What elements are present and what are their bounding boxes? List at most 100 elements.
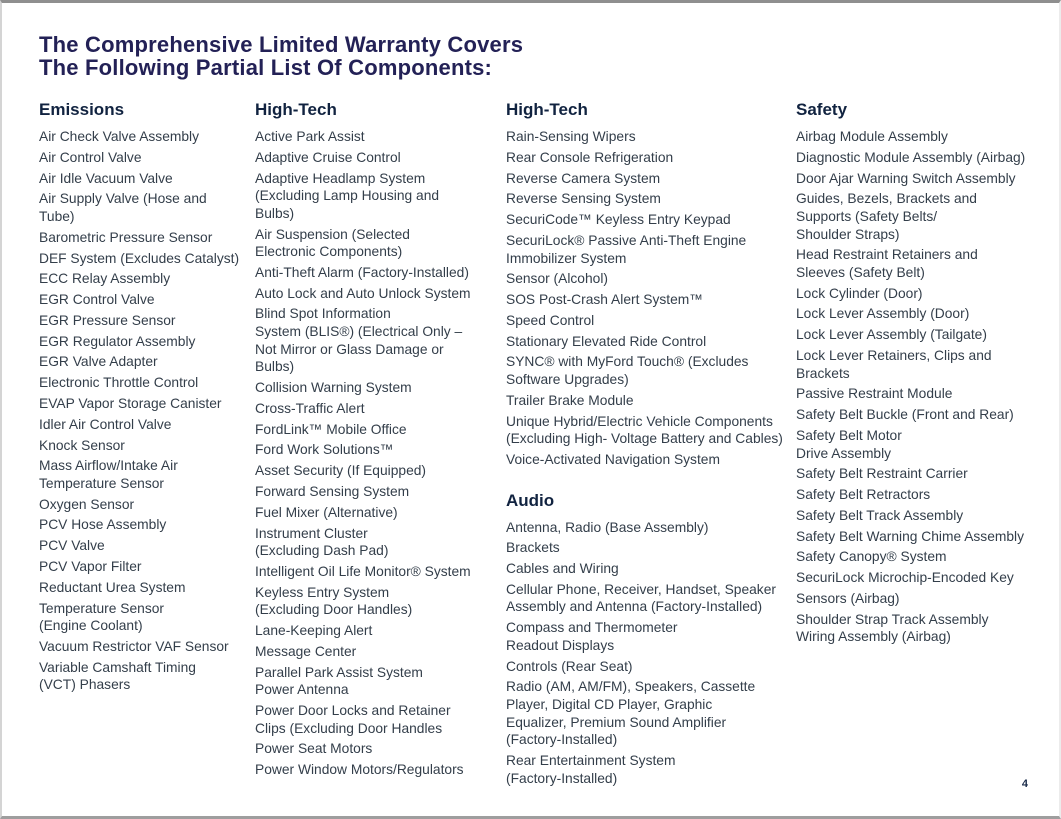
list-item: Air Control Valve [39,149,242,167]
list-item-line: Supports (Safety Belts/ [796,208,938,224]
list-item: SecuriLock Microchip-Encoded Key [796,569,1046,587]
list-item-line: Power Door Locks and Retainer [255,702,451,718]
list-item-line: Lock Lever Retainers, Clips and [796,348,992,364]
list-item-line: Cables and Wiring [506,561,619,577]
list-item: SYNC® with MyFord Touch® (Excludes Softwa… [506,353,792,388]
list-item-line: Clips (Excluding Door Handles [255,720,443,736]
section-heading: High-Tech [506,100,588,119]
list-item-line: Air Check Valve Assembly [39,129,199,144]
component-list: Air Check Valve Assembly Air Control Valv… [39,128,242,694]
list-item: Speed Control [506,312,792,330]
list-item-line: SOS Post-Crash Alert System™ [506,292,704,308]
list-item-line: Player, Digital CD Player, Graphic [506,697,713,712]
list-item-line: Not Mirror or Glass Damage or Bulbs) [255,341,444,375]
list-item-line: (Engine Coolant) [39,618,143,634]
list-item: Radio (AM, AM/FM), Speakers, Cassette Pla… [506,678,792,748]
list-item-line: Assembly and Antenna (Factory-Installed) [506,599,763,615]
list-item-line: Asset Security (If Equipped) [255,463,427,479]
list-item: Power Window Motors/Regulators [255,761,477,779]
section-heading: Safety [796,100,848,119]
list-item-line: Auto Lock and Auto Unlock System [255,285,471,301]
list-item-line: Anti-Theft Alarm (Factory-Installed) [255,264,469,280]
list-item: Mass Airflow/Intake Air Temperature Senso… [39,457,242,492]
list-item: Forward Sensing System [255,483,477,501]
list-item: Instrument Cluster (Excluding Dash Pad) [255,525,477,560]
list-item-line: Adaptive Headlamp System [255,170,426,186]
list-item-line: EGR Control Valve [39,292,155,308]
list-item: Shoulder Strap Track Assembly Wiring Asse… [796,611,1046,646]
list-item: Voice-Activated Navigation System [506,451,792,469]
component-columns: Emissions Air Check Valve Assembly Air Con… [39,100,1041,790]
list-item-line: (Excluding Dash Pad) [255,543,389,559]
list-item: EGR Regulator Assembly [39,333,242,351]
list-item-line: SecuriLock® Passive Anti-Theft Engine [506,232,747,248]
list-item: Sensors (Airbag) [796,590,1046,608]
list-item: Air Suspension (Selected Electronic Compo… [255,226,477,261]
list-item-line: Lock Lever Assembly (Door) [796,306,970,322]
list-item-line: Idler Air Control Valve [39,416,172,432]
list-item-line: Readout Displays [506,637,615,653]
list-item: Adaptive Cruise Control [255,149,477,167]
list-item: Safety Belt Warning Chime Assembly [796,528,1046,546]
list-item-line: Shoulder Strap Track Assembly [796,611,989,627]
list-item: Adaptive Headlamp System (Excluding Lamp … [255,170,477,223]
list-item-line: Rain-Sensing Wipers [506,129,636,144]
list-item-line: Parallel Park Assist System [255,664,423,680]
list-item: Temperature Sensor (Engine Coolant) [39,600,242,635]
list-item: Air Supply Valve (Hose and Tube) [39,190,242,225]
list-item: Brackets [506,539,792,557]
list-item-line: Knock Sensor [39,437,125,453]
page-title-line-1: The Comprehensive Limited Warranty Cover… [39,32,524,57]
list-item: Asset Security (If Equipped) [255,462,477,480]
list-item: Power Door Locks and Retainer Clips (Excl… [255,702,477,737]
list-item: Variable Camshaft Timing (VCT) Phasers [39,659,242,694]
list-item: Guides, Bezels, Brackets and Supports (Sa… [796,190,1046,243]
list-item: Cables and Wiring [506,560,792,578]
list-item-line: PCV Hose Assembly [39,517,167,533]
list-item-line: Fuel Mixer (Alternative) [255,504,398,520]
list-item-line: Instrument Cluster [255,525,368,541]
list-item-line: Keyless Entry System [255,584,390,600]
list-item-line: Sensors (Airbag) [796,591,900,607]
list-item: EVAP Vapor Storage Canister [39,395,242,413]
list-item-line: Antenna, Radio (Base Assembly) [506,519,709,535]
list-item: Lock Lever Assembly (Tailgate) [796,326,1046,344]
list-item-line: Air Control Valve [39,149,142,165]
list-item: Rain-Sensing Wipers [506,128,792,146]
list-item-line: SecuriLock Microchip-Encoded Key [796,570,1014,586]
section-audio: Audio Antenna, Radio (Base Assembly) Brack… [506,491,792,788]
list-item-line: Reverse Sensing System [506,191,661,207]
list-item-line: Airbag Module Assembly [796,129,948,144]
list-item: Sensor (Alcohol) [506,270,792,288]
list-item-line: Mass Airflow/Intake Air [39,458,178,474]
column: High-Tech Active Park Assist Adaptive Crui… [255,100,477,790]
list-item-line: Active Park Assist [255,129,365,144]
list-item: Compass and Thermometer Readout Displays [506,619,792,654]
list-item-line: Equalizer, Premium Sound Amplifier [506,714,727,730]
list-item-line: Vacuum Restrictor VAF Sensor [39,638,229,654]
list-item-line: Variable Camshaft Timing [39,659,196,675]
list-item-line: Safety Belt Buckle (Front and Rear) [796,407,1014,423]
page-content: The Comprehensive Limited Warranty Cover… [2,3,1059,790]
list-item: EGR Valve Adapter [39,353,242,371]
list-item-line: Sensor (Alcohol) [506,271,608,287]
list-item: Cellular Phone, Receiver, Handset, Speak… [506,581,792,616]
list-item-line: Blind Spot Information [255,306,391,322]
list-item-line: Trailer Brake Module [506,392,634,408]
list-item-line: Software Upgrades) [506,372,629,387]
list-item: Collision Warning System [255,379,477,397]
list-item-line: Electronic Throttle Control [39,375,199,391]
column: Emissions Air Check Valve Assembly Air Con… [39,100,242,790]
list-item: Vacuum Restrictor VAF Sensor [39,638,242,656]
list-item-line: Safety Belt Motor [796,427,902,443]
list-item: Keyless Entry System (Excluding Door Hand… [255,584,477,619]
list-item: Passive Restraint Module [796,385,1046,403]
list-item-line: Passive Restraint Module [796,386,953,402]
list-item: Blind Spot Information System (BLIS®) (El… [255,305,477,375]
list-item-line: PCV Valve [39,538,105,554]
list-item-line: Door Ajar Warning Switch Assembly [796,170,1016,186]
list-item: Intelligent Oil Life Monitor® System [255,563,477,581]
section-high-tech: High-Tech Rain-Sensing Wipers Rear Console… [506,100,792,469]
list-item: PCV Hose Assembly [39,516,242,534]
list-item: Safety Belt Motor Drive Assembly [796,427,1046,462]
